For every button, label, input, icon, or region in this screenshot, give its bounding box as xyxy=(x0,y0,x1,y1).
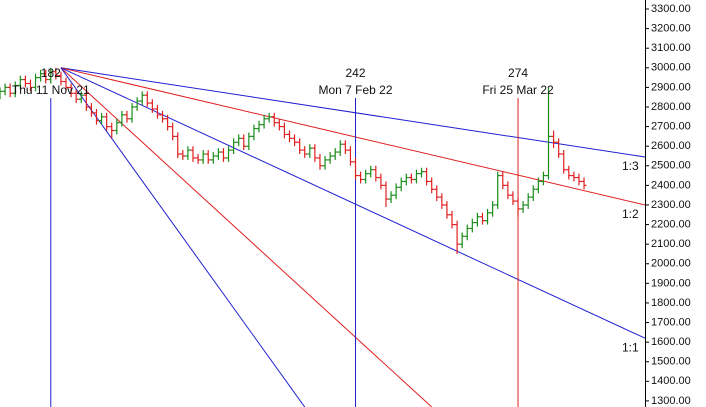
fan-label: 1:1 xyxy=(622,340,639,354)
y-tick-label: 3100.00 xyxy=(651,42,691,54)
marker-date: Fri 25 Mar 22 xyxy=(482,83,554,97)
y-tick-label: 3000.00 xyxy=(651,62,691,74)
y-tick-label: 1600.00 xyxy=(651,336,691,348)
marker-label: 182 xyxy=(41,66,61,80)
y-tick-label: 1500.00 xyxy=(651,356,691,368)
fan-label: 1:3 xyxy=(622,159,639,173)
marker-label: 274 xyxy=(508,66,528,80)
y-tick-label: 2600.00 xyxy=(651,140,691,152)
y-tick-label: 3200.00 xyxy=(651,23,691,35)
y-tick-label: 2400.00 xyxy=(651,179,691,191)
y-tick-label: 2300.00 xyxy=(651,199,691,211)
y-tick-label: 1900.00 xyxy=(651,277,691,289)
y-tick-label: 2800.00 xyxy=(651,101,691,113)
fan-line xyxy=(60,67,645,339)
marker-date: Thu 11 Nov 21 xyxy=(12,83,90,97)
y-tick-label: 2200.00 xyxy=(651,218,691,230)
y-axis: 1300.00 1400.00 1500.00 1600.00 1700.00 1800.… xyxy=(645,0,691,407)
y-tick-label: 1800.00 xyxy=(651,297,691,309)
y-tick-label: 2700.00 xyxy=(651,120,691,132)
fan-line xyxy=(60,67,645,158)
plot-area xyxy=(0,67,645,407)
marker-label: 242 xyxy=(345,66,365,80)
fan-line xyxy=(60,67,433,407)
y-tick-label: 1400.00 xyxy=(651,375,691,387)
marker-date: Mon 7 Feb 22 xyxy=(318,83,392,97)
y-tick-label: 2000.00 xyxy=(651,258,691,270)
y-tick-label: 2100.00 xyxy=(651,238,691,250)
y-tick-label: 1700.00 xyxy=(651,316,691,328)
y-tick-label: 2500.00 xyxy=(651,160,691,172)
fan-line xyxy=(60,67,645,206)
y-tick-label: 1300.00 xyxy=(651,395,691,407)
y-tick-label: 2900.00 xyxy=(651,81,691,93)
fan-label: 1:2 xyxy=(622,207,639,221)
y-tick-label: 3300.00 xyxy=(651,3,691,15)
